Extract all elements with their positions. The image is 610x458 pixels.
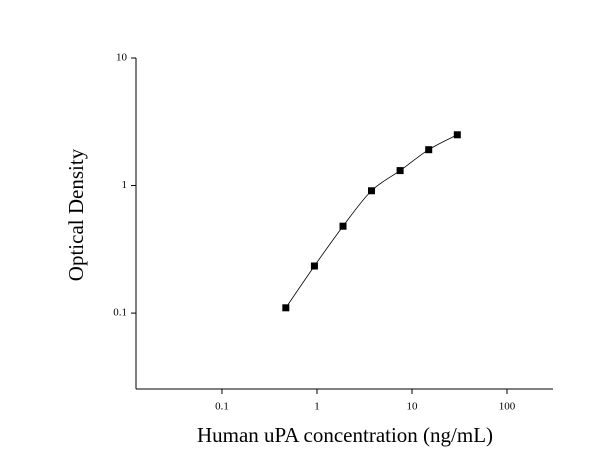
x-tick-label: 10 — [406, 401, 418, 413]
x-axis-title: Human uPA concentration (ng/mL) — [197, 423, 493, 447]
y-axis-title: Optical Density — [64, 148, 88, 281]
point — [425, 146, 433, 154]
point — [453, 131, 461, 139]
y-tick-label: 0.1 — [113, 307, 127, 319]
point — [368, 187, 376, 195]
x-tick-label: 100 — [499, 401, 516, 413]
point — [282, 304, 290, 312]
fit-curve — [285, 134, 458, 309]
y-tick-label: 10 — [116, 52, 128, 64]
point — [339, 222, 347, 230]
point — [310, 262, 318, 270]
y-tick-label: 1 — [122, 179, 128, 191]
point — [396, 167, 404, 175]
x-tick-label: 0.1 — [215, 401, 229, 413]
x-tick-label: 1 — [314, 401, 320, 413]
